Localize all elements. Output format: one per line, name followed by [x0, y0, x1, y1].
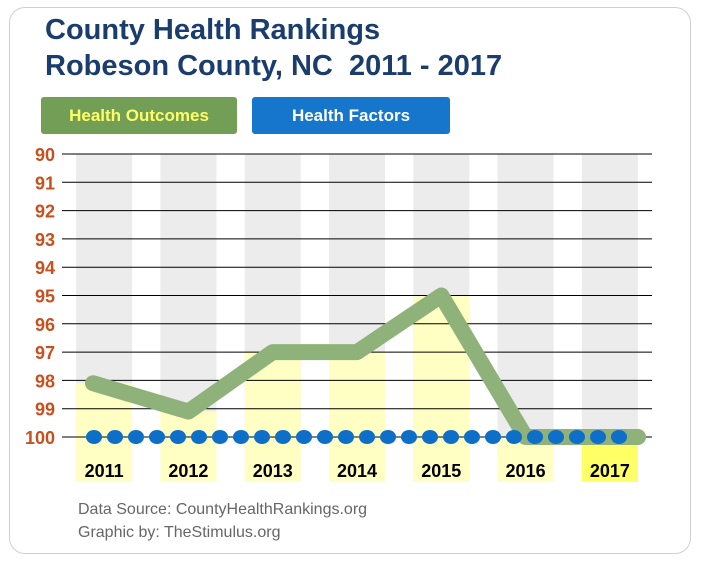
series-dot-health-factors-13 [359, 430, 375, 444]
series-dot-health-factors-12 [338, 430, 354, 444]
series-dot-health-factors-14 [380, 430, 396, 444]
series-line-health-outcomes [85, 287, 646, 445]
x-tick-label-2015: 2015 [421, 461, 461, 481]
series-dot-health-factors-20 [506, 430, 522, 444]
y-tick-label-95: 95 [35, 287, 55, 307]
chart-title: County Health Rankings [45, 14, 381, 46]
y-tick-label-97: 97 [35, 343, 55, 363]
x-tick-label-2013: 2013 [253, 461, 293, 481]
y-tick-label-91: 91 [35, 173, 55, 193]
series-dot-health-factors-21 [527, 430, 543, 444]
y-tick-label-99: 99 [35, 400, 55, 420]
series-dot-health-factors-22 [548, 430, 564, 444]
series-dot-health-factors-2 [128, 430, 144, 444]
series-dot-health-factors-17 [443, 430, 459, 444]
chart-subtitle: Robeson County, NC 2011 - 2017 [45, 50, 503, 82]
series-dot-health-factors-18 [464, 430, 480, 444]
series-dot-health-factors-8 [254, 430, 270, 444]
x-tick-label-2012: 2012 [168, 461, 208, 481]
x-tick-label-2011: 2011 [85, 461, 124, 481]
series-dot-health-factors-11 [317, 430, 333, 444]
y-tick-label-96: 96 [35, 315, 55, 335]
y-tick-label-90: 90 [35, 145, 55, 165]
y-tick-label-92: 92 [35, 202, 55, 222]
series-dot-health-factors-1 [107, 430, 123, 444]
data-source-text: Data Source: CountyHealthRankings.org [78, 501, 368, 518]
legend-health-factors-label: Health Factors [291, 105, 411, 125]
legend-health-outcomes: Health Outcomes [41, 97, 237, 134]
series-dot-health-factors-3 [149, 430, 165, 444]
y-tick-label-100: 100 [25, 428, 55, 448]
series-dot-health-factors-0 [86, 430, 102, 444]
series-dot-health-factors-25 [611, 430, 627, 444]
y-tick-label-93: 93 [35, 230, 55, 250]
series-dot-health-factors-23 [569, 430, 585, 444]
series-dot-health-factors-6 [212, 430, 228, 444]
series-dot-health-factors-4 [170, 430, 186, 444]
x-tick-label-2017: 2017 [590, 461, 630, 481]
legend-health-outcomes-label: Health Outcomes [69, 105, 209, 125]
series-dot-health-factors-10 [296, 430, 312, 444]
series-dot-health-factors-7 [233, 430, 249, 444]
legend-health-factors: Health Factors [252, 97, 450, 134]
series-dot-health-factors-16 [422, 430, 438, 444]
series-dot-health-factors-15 [401, 430, 417, 444]
series-dot-health-factors-5 [191, 430, 207, 444]
x-tick-label-2014: 2014 [337, 461, 377, 481]
graphic-credit-text: Graphic by: TheStimulus.org [78, 524, 281, 541]
series-dot-health-factors-19 [485, 430, 501, 444]
y-tick-label-94: 94 [35, 258, 55, 278]
year-bar-2014 [329, 352, 385, 482]
year-bar-2012 [160, 411, 217, 482]
year-column-2017 [581, 154, 638, 482]
series-dot-health-factors-24 [590, 430, 606, 444]
x-tick-label-2016: 2016 [506, 461, 546, 481]
y-tick-label-98: 98 [35, 371, 55, 391]
series-dot-health-factors-9 [275, 430, 291, 444]
